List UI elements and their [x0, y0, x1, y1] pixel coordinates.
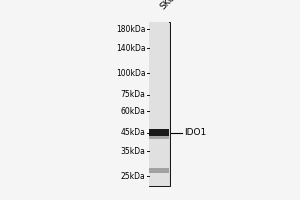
- Bar: [149, 129, 169, 136]
- Bar: [149, 136, 169, 139]
- Text: 180kDa: 180kDa: [116, 25, 146, 34]
- Text: 25kDa: 25kDa: [121, 172, 146, 181]
- Text: 60kDa: 60kDa: [121, 107, 146, 116]
- Bar: [148, 22, 170, 186]
- Text: 35kDa: 35kDa: [121, 147, 146, 156]
- Bar: [149, 22, 169, 186]
- Bar: [149, 168, 169, 173]
- Text: 45kDa: 45kDa: [121, 128, 146, 137]
- Text: IDO1: IDO1: [184, 128, 207, 137]
- Text: 100kDa: 100kDa: [116, 69, 146, 78]
- Text: 75kDa: 75kDa: [121, 90, 146, 99]
- Text: SKOV3: SKOV3: [159, 0, 186, 12]
- Text: 140kDa: 140kDa: [116, 44, 146, 53]
